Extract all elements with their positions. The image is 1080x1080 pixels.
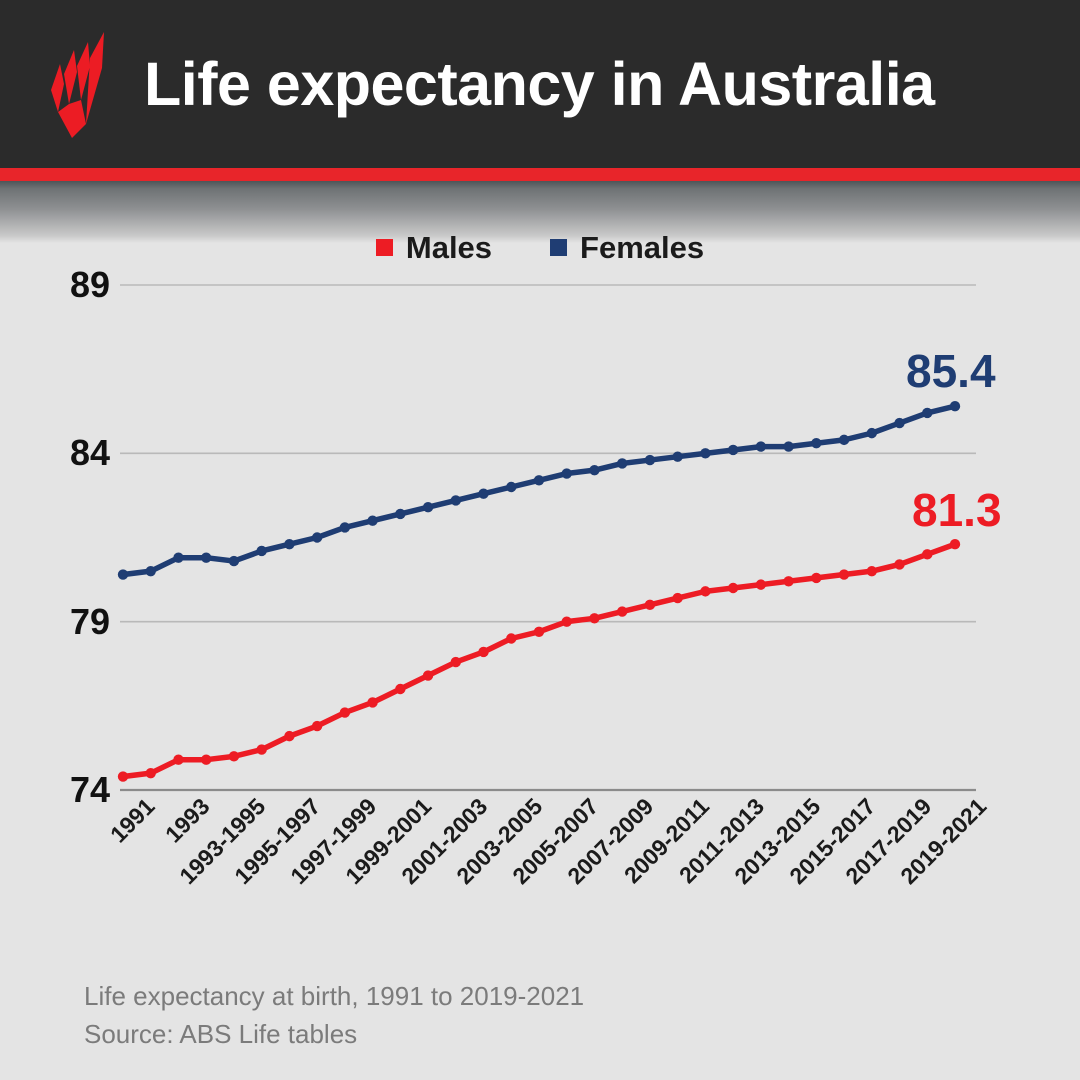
data-point[interactable] bbox=[339, 707, 351, 718]
y-axis-tick-label: 84 bbox=[69, 432, 110, 474]
data-point[interactable] bbox=[561, 468, 572, 479]
data-point[interactable] bbox=[589, 613, 600, 624]
chart-footnote: Life expectancy at birth, 1991 to 2019-2… bbox=[84, 978, 584, 1053]
data-point[interactable] bbox=[145, 565, 156, 577]
y-axis-tick-label: 79 bbox=[69, 600, 110, 642]
data-point[interactable] bbox=[949, 401, 961, 412]
data-point[interactable] bbox=[866, 565, 877, 577]
data-point[interactable] bbox=[838, 434, 850, 446]
data-point[interactable] bbox=[311, 532, 323, 543]
data-point[interactable] bbox=[894, 559, 905, 570]
footnote-line-1: Life expectancy at birth, 1991 to 2019-2… bbox=[84, 981, 585, 1011]
data-point[interactable] bbox=[201, 754, 212, 765]
legend-label-females: Females bbox=[580, 230, 705, 265]
data-point[interactable] bbox=[561, 616, 572, 627]
data-point[interactable] bbox=[284, 730, 295, 742]
footnote-line-2: Source: ABS Life tables bbox=[84, 1018, 358, 1049]
data-point[interactable] bbox=[478, 646, 489, 658]
data-point[interactable] bbox=[838, 569, 850, 580]
chart-plot-area bbox=[117, 284, 976, 792]
data-point[interactable] bbox=[506, 481, 517, 493]
data-point[interactable] bbox=[506, 633, 517, 644]
data-point[interactable] bbox=[644, 599, 656, 611]
data-point[interactable] bbox=[700, 448, 711, 459]
data-point[interactable] bbox=[949, 539, 961, 550]
data-point[interactable] bbox=[173, 552, 184, 563]
data-point[interactable] bbox=[644, 454, 656, 466]
data-point[interactable] bbox=[922, 549, 933, 560]
data-point[interactable] bbox=[450, 495, 461, 506]
data-point[interactable] bbox=[367, 697, 378, 708]
data-point[interactable] bbox=[450, 656, 461, 668]
data-point[interactable] bbox=[617, 606, 628, 617]
data-point[interactable] bbox=[700, 586, 711, 597]
legend-item-females[interactable]: Females bbox=[550, 232, 704, 263]
data-point[interactable] bbox=[173, 754, 184, 765]
chart-legend: Males Females bbox=[0, 232, 1080, 263]
y-axis-tick-label: 74 bbox=[69, 769, 110, 810]
series-line-females bbox=[120, 403, 958, 578]
data-point[interactable] bbox=[894, 417, 905, 429]
header-gradient-band bbox=[0, 181, 1080, 243]
chart-gridlines bbox=[120, 284, 976, 792]
data-point[interactable] bbox=[755, 579, 767, 590]
data-point[interactable] bbox=[422, 670, 434, 681]
data-point[interactable] bbox=[533, 626, 545, 637]
data-point[interactable] bbox=[395, 683, 406, 695]
data-point[interactable] bbox=[533, 475, 545, 486]
data-point[interactable] bbox=[256, 545, 267, 557]
data-point[interactable] bbox=[672, 451, 683, 462]
x-axis: 1991 1993 1993-1995 1995-1997 1997-1999 1999-… bbox=[105, 793, 1000, 943]
legend-swatch-males-icon bbox=[375, 239, 393, 256]
data-point[interactable] bbox=[117, 569, 129, 580]
data-point[interactable] bbox=[922, 407, 933, 419]
y-axis: 74 79 84 89 bbox=[0, 267, 110, 808]
data-point[interactable] bbox=[339, 522, 351, 533]
legend-swatch-females-icon bbox=[550, 239, 568, 256]
data-point[interactable] bbox=[117, 771, 129, 782]
data-point[interactable] bbox=[672, 592, 683, 604]
page-title: Life expectancy in Australia bbox=[144, 49, 935, 118]
data-point[interactable] bbox=[311, 720, 323, 732]
data-point[interactable] bbox=[811, 572, 822, 584]
x-axis-tick-label: 1991 bbox=[104, 793, 160, 848]
data-point[interactable] bbox=[617, 458, 628, 469]
data-point[interactable] bbox=[589, 464, 600, 476]
data-point[interactable] bbox=[422, 502, 434, 513]
data-point[interactable] bbox=[367, 515, 378, 526]
data-point[interactable] bbox=[478, 488, 489, 499]
line-chart-svg bbox=[117, 284, 976, 792]
data-point[interactable] bbox=[866, 427, 877, 439]
y-axis-tick-label: 89 bbox=[69, 264, 110, 305]
data-point[interactable] bbox=[284, 539, 295, 550]
legend-label-males: Males bbox=[405, 230, 493, 265]
sbs-flame-logo-icon bbox=[51, 32, 104, 138]
data-point[interactable] bbox=[256, 744, 267, 755]
legend-item-males[interactable]: Males bbox=[375, 230, 493, 265]
series-line-males bbox=[120, 541, 958, 780]
data-point[interactable] bbox=[228, 751, 240, 762]
data-point[interactable] bbox=[145, 767, 156, 779]
data-point[interactable] bbox=[755, 441, 767, 452]
data-point[interactable] bbox=[395, 508, 406, 520]
chart-series-layer bbox=[117, 401, 961, 782]
data-point[interactable] bbox=[783, 576, 794, 587]
header-red-rule bbox=[0, 168, 1080, 181]
end-label-females: 85.4 bbox=[906, 345, 996, 397]
data-point[interactable] bbox=[783, 441, 794, 452]
header-bar: Life expectancy in Australia bbox=[0, 0, 1080, 168]
end-label-males: 81.3 bbox=[912, 484, 1002, 536]
data-point[interactable] bbox=[727, 582, 739, 594]
data-point[interactable] bbox=[811, 438, 822, 449]
data-point[interactable] bbox=[228, 555, 240, 567]
data-point[interactable] bbox=[727, 444, 739, 456]
data-point[interactable] bbox=[201, 552, 212, 563]
